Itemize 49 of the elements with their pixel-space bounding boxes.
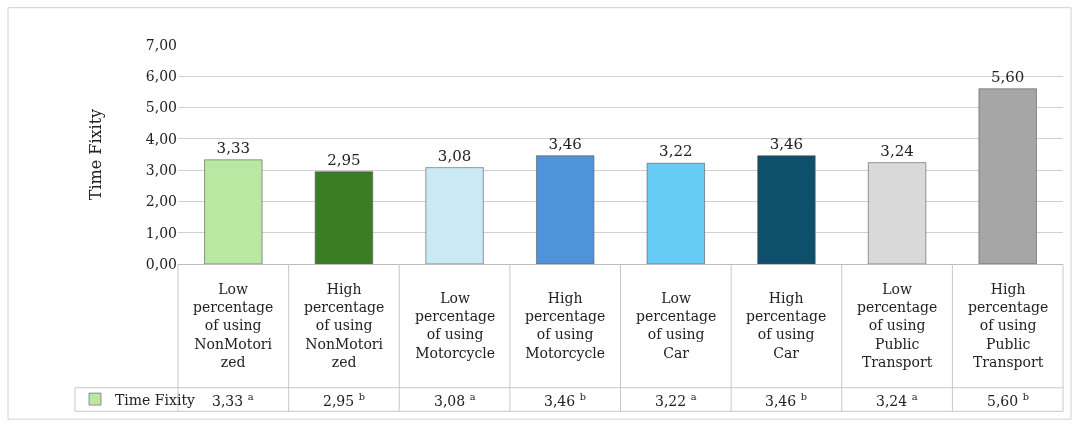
data-label: 3,33 <box>216 138 251 157</box>
y-tick-label: 3,00 <box>145 162 177 179</box>
text: 3,22 <box>655 392 687 409</box>
bar <box>536 155 595 264</box>
bar <box>204 159 263 264</box>
text: b <box>1022 391 1029 402</box>
bar <box>314 171 373 264</box>
x-tick-label: High percentage of using Motorcycle <box>525 290 606 361</box>
bar <box>978 88 1037 264</box>
legend-label: Time Fixity <box>115 391 196 408</box>
text: 3,24 <box>876 392 908 409</box>
y-tick-label: 2,00 <box>145 193 177 210</box>
x-tick-label: High percentage of using NonMotorized <box>304 281 385 370</box>
text: a <box>690 391 697 402</box>
bar <box>646 162 705 264</box>
text: a <box>247 391 254 402</box>
data-label: 3,46 <box>548 134 582 153</box>
x-tick-label: High percentage of using Public Transport <box>968 281 1049 370</box>
data-label: 3,22 <box>659 142 693 161</box>
text: 3,46 <box>544 392 576 409</box>
y-axis-title: Time Fixity <box>85 108 105 201</box>
x-tick-label: High percentage of using Car <box>746 290 827 361</box>
x-tick-label: Low percentage of using Car <box>636 290 717 361</box>
data-label: 3,08 <box>437 146 472 165</box>
y-tick-label: 7,00 <box>145 36 177 53</box>
text: b <box>358 391 365 402</box>
x-tick-label: Low percentage of using Motorcycle <box>415 290 496 361</box>
y-tick-label: 5,00 <box>145 99 177 116</box>
text: b <box>800 391 807 402</box>
data-label: 3,46 <box>769 134 804 153</box>
data-label: 3,24 <box>880 141 914 160</box>
y-tick-label: 0,00 <box>145 255 177 272</box>
text: 3,33 <box>212 392 244 409</box>
y-tick-label: 4,00 <box>145 130 177 147</box>
y-tick-label: 6,00 <box>145 68 177 85</box>
text: 3,46 <box>765 392 797 409</box>
text: a <box>469 391 476 402</box>
data-label: 5,60 <box>990 67 1025 86</box>
x-tick-label: Low percentage of using Public Transport <box>857 281 938 370</box>
text: 5,60 <box>987 392 1019 409</box>
x-tick-label: Low percentage of using NonMotorized <box>193 281 274 370</box>
y-tick-label: 1,00 <box>145 224 177 241</box>
bar <box>425 167 484 264</box>
text: 3,08 <box>434 392 466 409</box>
text: 2,95 <box>323 392 355 409</box>
data-label: 2,95 <box>327 150 361 169</box>
bar <box>757 155 816 264</box>
text: b <box>579 391 586 402</box>
text: a <box>911 391 918 402</box>
